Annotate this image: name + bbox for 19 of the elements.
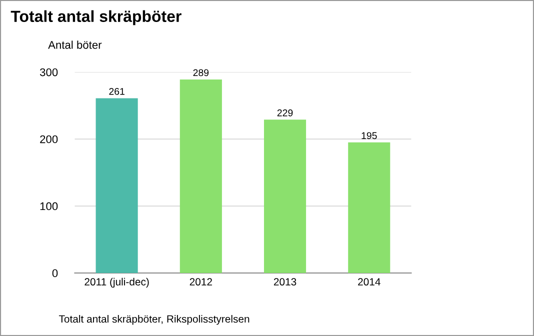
data-label: 229 xyxy=(277,109,293,116)
chart-title: Totalt antal skräpböter xyxy=(10,10,182,26)
x-tick-label: 2013 xyxy=(274,278,296,286)
y-tick-label: 100 xyxy=(40,202,58,210)
bar xyxy=(264,120,306,273)
y-axis-title: Antal böter xyxy=(48,40,102,49)
y-tick-label: 0 xyxy=(52,269,58,278)
bar xyxy=(348,142,390,273)
y-tick-label: 300 xyxy=(40,68,58,76)
x-tick-label: 2014 xyxy=(358,278,380,286)
data-label: 289 xyxy=(193,69,209,76)
x-tick-label: 2011 (juli-dec) xyxy=(84,278,149,288)
bar xyxy=(180,79,222,273)
text: Totalt antal skräpböter, Rikspolisstyrelsen xyxy=(58,315,250,325)
y-tick-label: 200 xyxy=(40,135,58,144)
data-label: 261 xyxy=(109,88,124,95)
x-tick-label: 2012 xyxy=(190,278,212,286)
bar xyxy=(96,98,138,273)
data-label: 195 xyxy=(362,132,377,140)
